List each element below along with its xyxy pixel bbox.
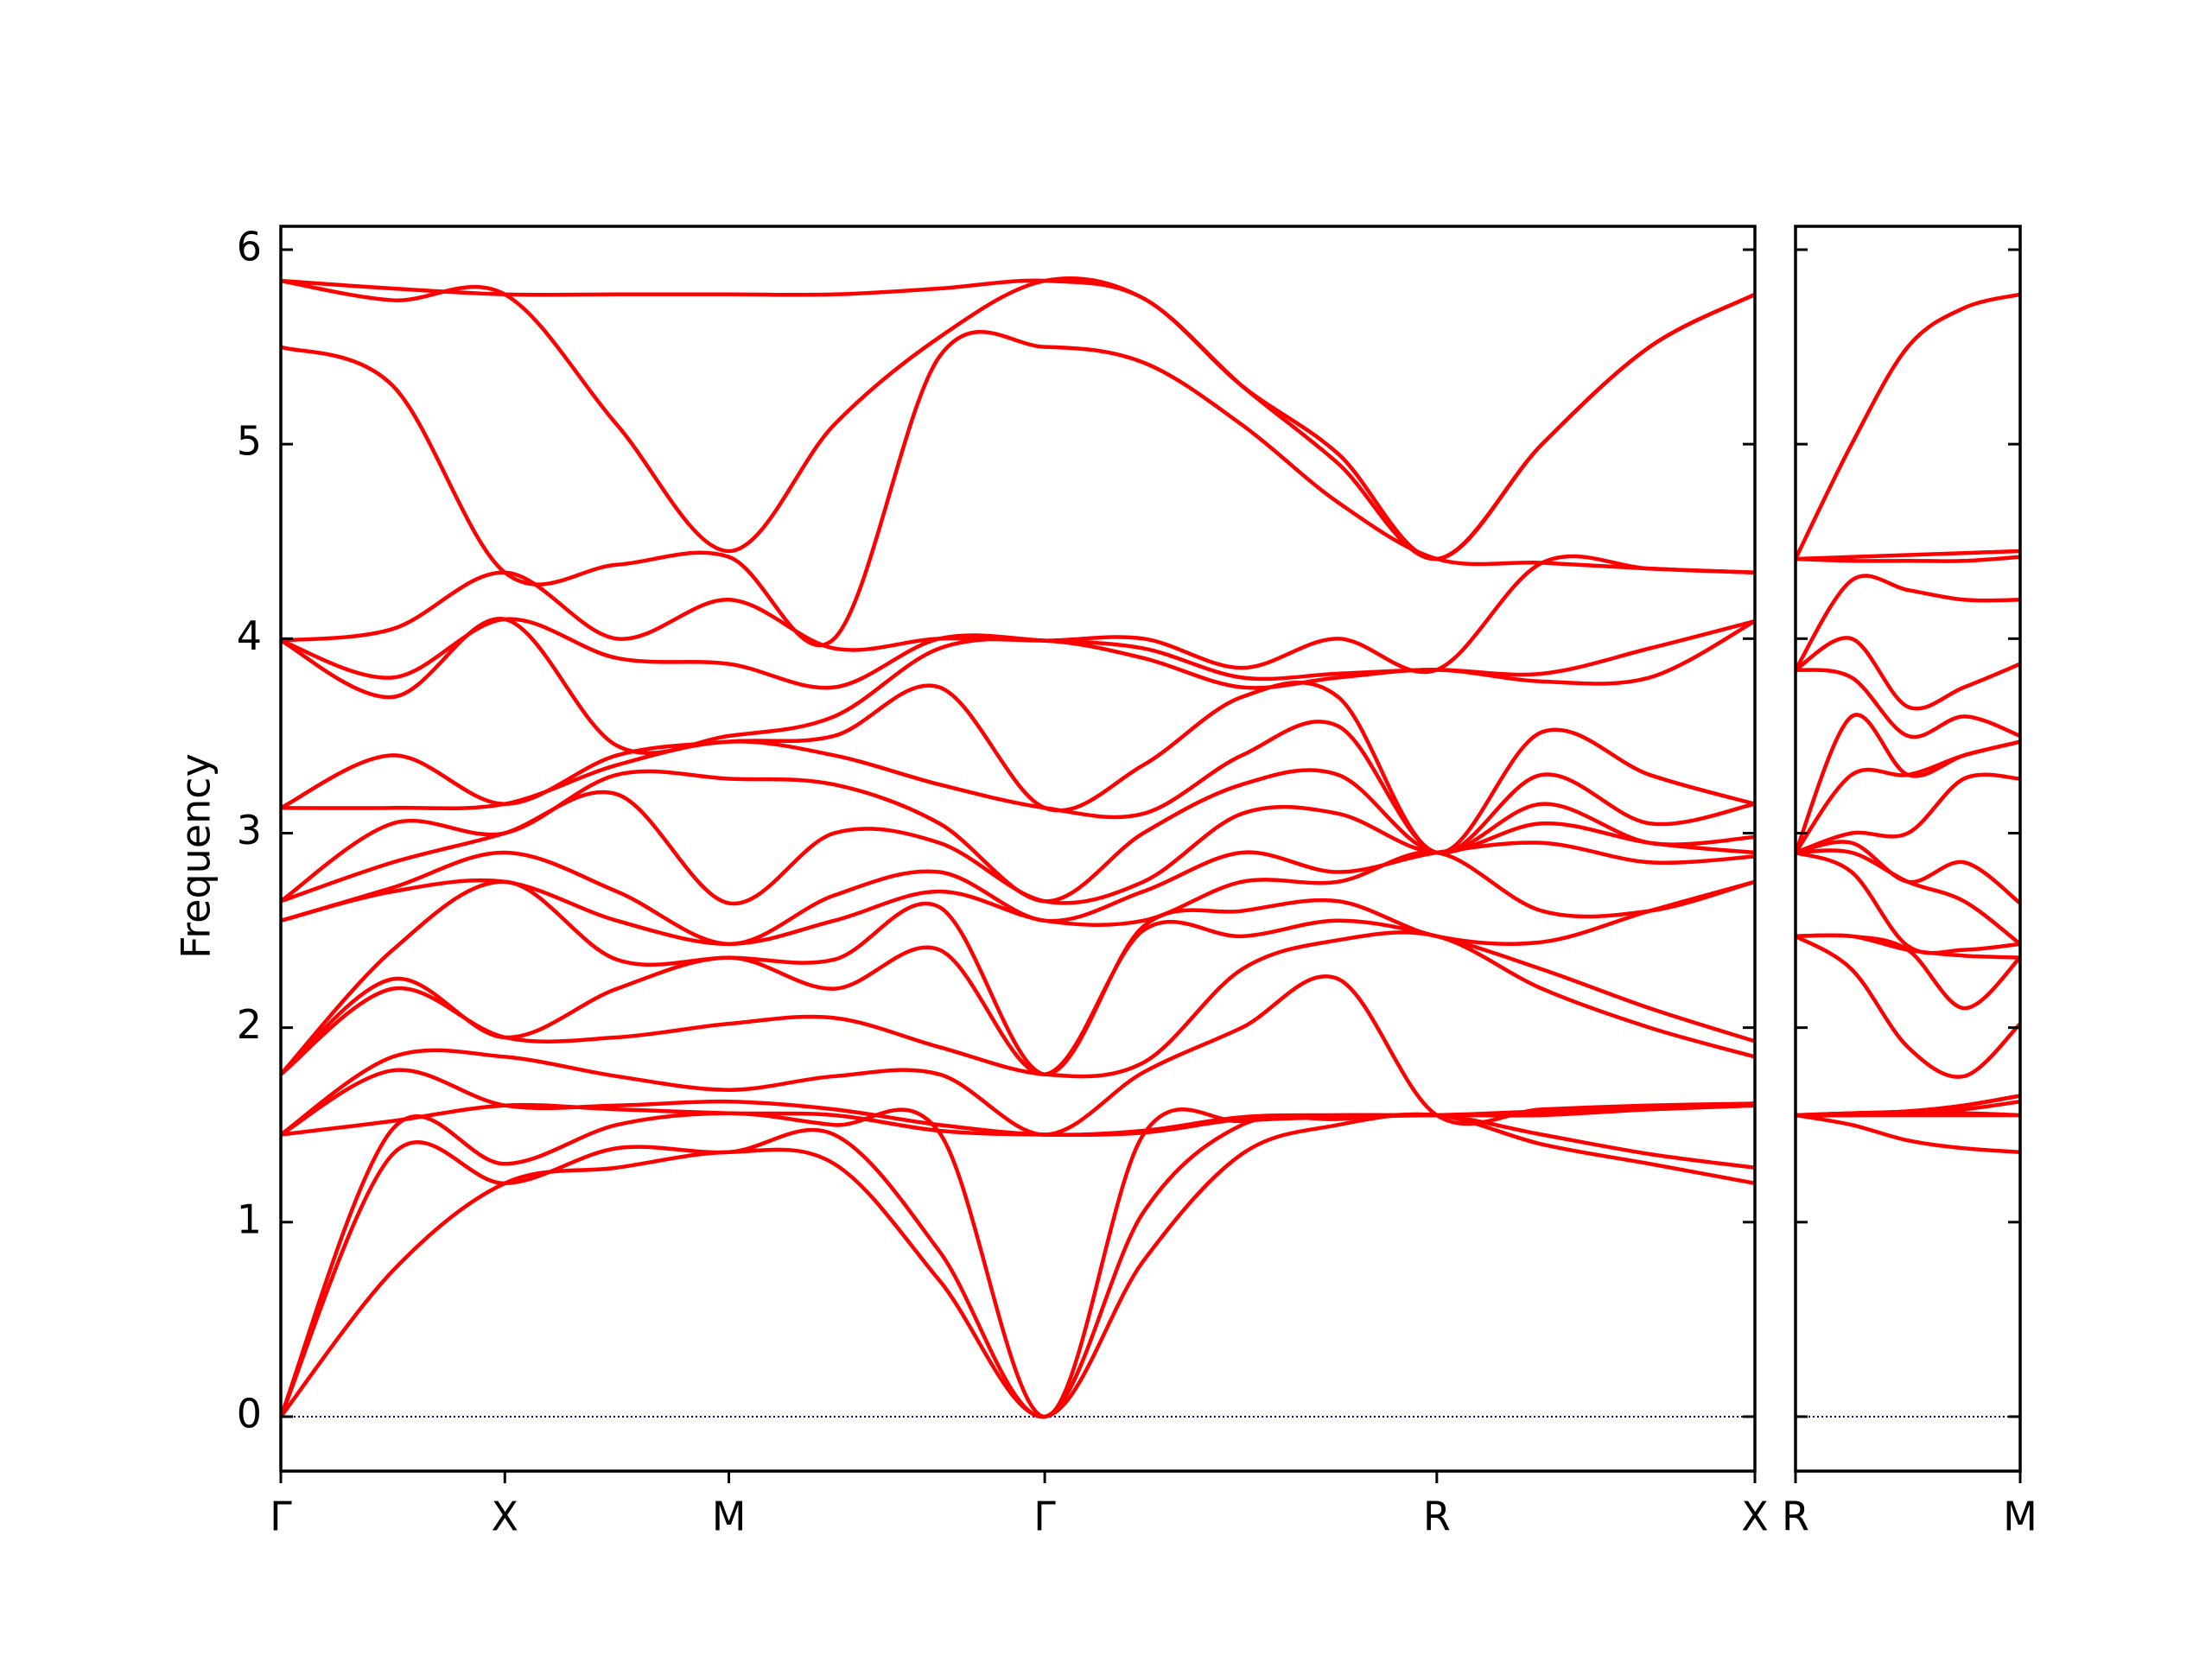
band-line [281,1103,1755,1419]
x-tick-label: Γ [270,1494,292,1540]
band-line [281,879,1755,1076]
x-tick-label: X [492,1494,519,1540]
plot-frame [1794,225,2022,1473]
x-tick-label: M [2003,1494,2037,1540]
band-line [1796,574,2020,671]
band-line [281,841,1755,947]
band-line [281,974,1755,1137]
x-tick-label: Γ [1033,1494,1056,1540]
band-line [281,918,1755,1076]
band-line [281,617,1755,690]
band-line [1796,713,2020,853]
band-line [1796,840,2020,905]
plot-frame [279,225,1757,1473]
band-line [1796,292,2020,561]
x-tick-label: X [1741,1494,1769,1540]
band-line [281,850,1755,947]
band-line [1796,549,2020,561]
band-line [1796,772,2020,855]
y-tick-label: 5 [237,418,262,465]
band-line [1796,934,2020,1079]
band-line [1796,848,2020,946]
x-tick-label: M [712,1494,747,1540]
band-line [1796,933,2020,960]
band-line [281,278,1755,561]
y-tick-label: 6 [237,224,262,270]
band-line [281,768,1755,904]
band-line [281,276,1755,561]
y-tick-label: 1 [237,1196,262,1242]
band-line [1796,636,2020,711]
band-line [281,790,1755,906]
band-line [1796,1094,2020,1118]
band-line [281,680,1755,855]
band-line [1796,850,2020,955]
y-tick-label: 0 [237,1390,262,1437]
band-line [1796,668,2020,739]
y-tick-label: 3 [237,807,262,853]
band-line [1796,555,2020,563]
band-line [1796,1113,2020,1154]
y-tick-label: 2 [237,1001,262,1048]
band-line [281,330,1755,648]
x-tick-label: R [1423,1494,1451,1540]
x-tick-label: R [1782,1494,1809,1540]
band-line [281,1068,1755,1138]
y-axis-label: Frequency [173,753,219,959]
y-tick-label: 4 [237,612,262,659]
band-line [281,554,1755,675]
